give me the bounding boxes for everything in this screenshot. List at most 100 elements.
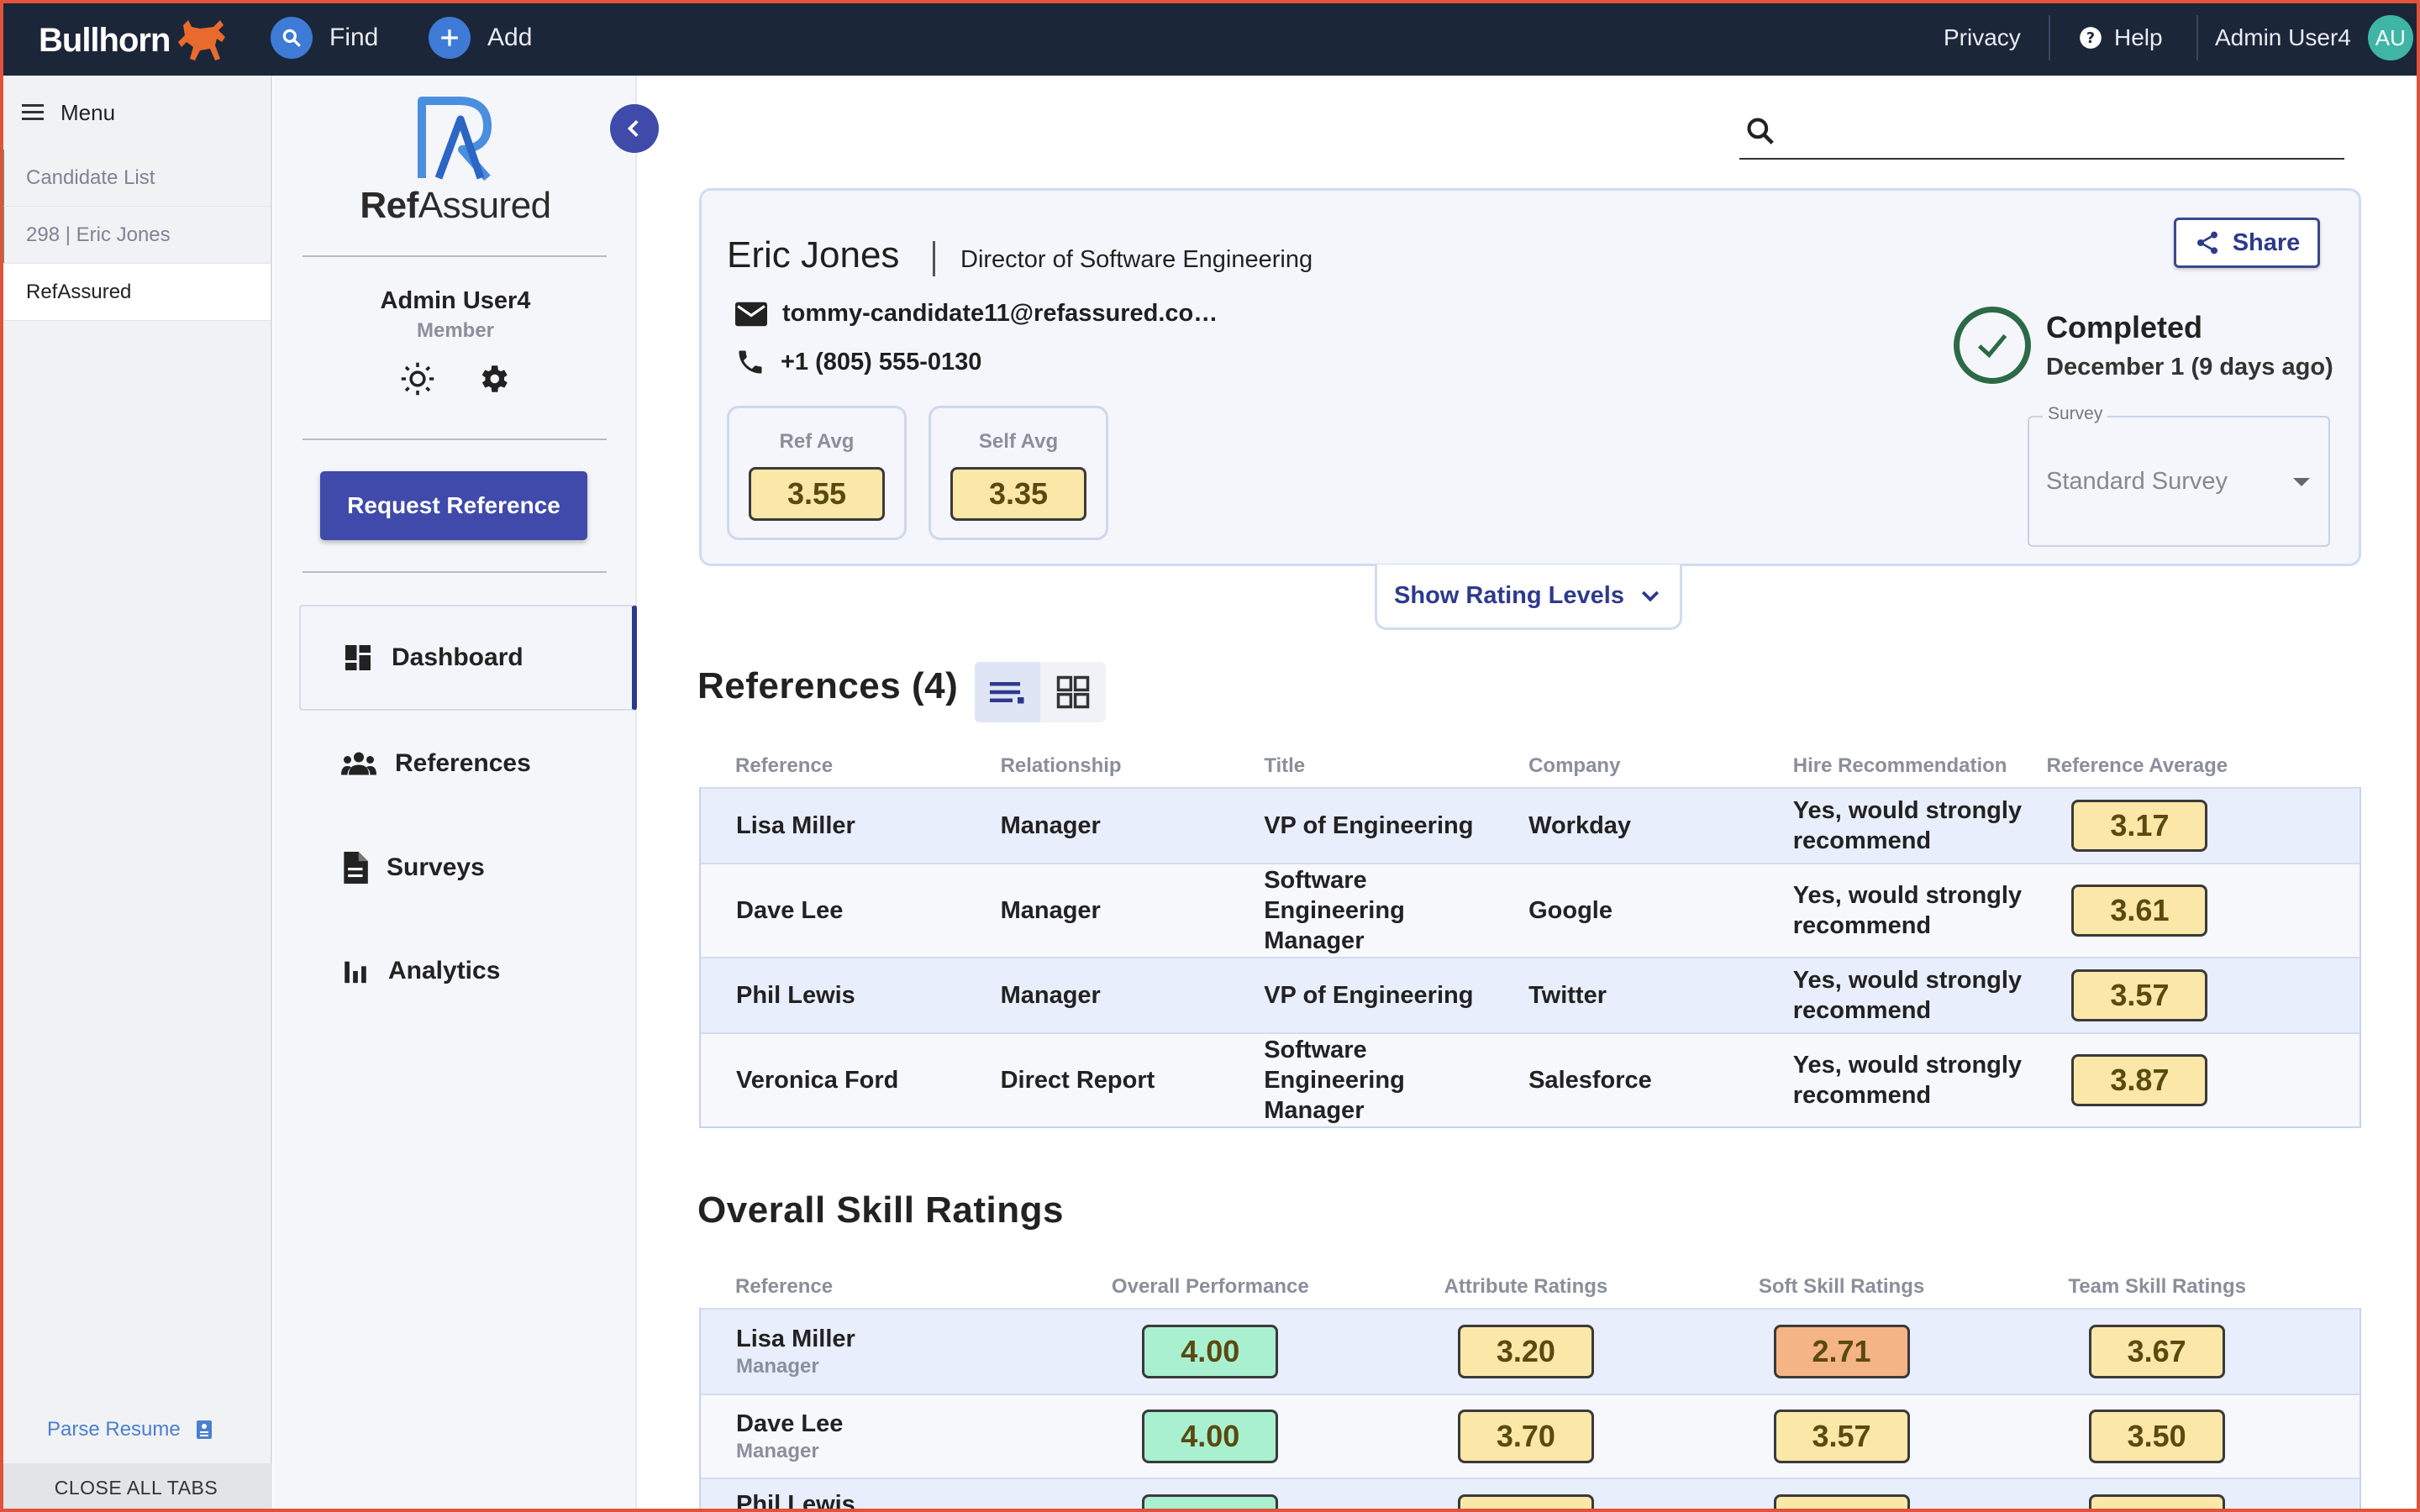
column-header[interactable]: Title (1264, 753, 1306, 777)
table-row[interactable]: Phil Lewis Manager VP of Engineering Twi… (700, 958, 2360, 1033)
bar-chart-icon (345, 961, 366, 984)
reference-title: Software Engineering Manager (1264, 867, 1405, 954)
share-label: Share (2232, 228, 2301, 256)
reference-company: Salesforce (1528, 1067, 1652, 1094)
table-row[interactable]: Veronica Ford Direct Report Software Eng… (700, 1033, 2360, 1127)
reference-name: Lisa Miller (736, 1326, 855, 1352)
gear-icon[interactable] (476, 361, 511, 396)
collapse-sidebar-button[interactable] (610, 104, 659, 153)
survey-select[interactable]: Survey Standard Survey (2028, 404, 2330, 547)
refassured-logo: RefAssured (274, 94, 637, 227)
column-header[interactable]: Reference Average (2046, 753, 2228, 777)
nav-references[interactable]: References (299, 711, 635, 816)
reference-average-score: 3.57 (2071, 969, 2208, 1021)
mail-icon (735, 302, 767, 326)
chevron-down-icon (1641, 591, 1660, 601)
document-icon (344, 852, 368, 884)
reference-relationship: Manager (1000, 897, 1101, 924)
privacy-link[interactable]: Privacy (1944, 24, 2021, 50)
add-label: Add (487, 24, 533, 51)
table-row[interactable]: Dave Lee Manager Software Engineering Ma… (700, 864, 2360, 958)
hamburger-icon (22, 104, 44, 120)
nav-label: Surveys (387, 853, 485, 881)
list-view-button[interactable] (975, 662, 1040, 722)
column-header[interactable]: Relationship (1000, 753, 1122, 777)
soft-skill-score (1773, 1494, 1910, 1509)
column-header[interactable]: Team Skill Ratings (2068, 1274, 2246, 1298)
attribute-rating-score (1457, 1494, 1594, 1509)
divider (302, 571, 607, 573)
reference-relationship: Direct Report (1000, 1067, 1155, 1094)
find-button[interactable]: Find (271, 15, 378, 60)
reference-average-score: 3.17 (2071, 800, 2208, 852)
ref-avg-box: Ref Avg 3.55 (727, 406, 907, 540)
nav-analytics[interactable]: Analytics (299, 918, 635, 1024)
reference-name: Phil Lewis (736, 1491, 855, 1509)
candidate-phone[interactable]: +1 (805) 555-0130 (735, 347, 981, 377)
show-rating-levels-label: Show Rating Levels (1394, 582, 1624, 609)
user-menu[interactable]: Admin User4 AU (2215, 0, 2413, 76)
email-text: tommy-candidate11@refassured.co… (782, 300, 1218, 327)
parse-resume-link[interactable]: Parse Resume (47, 1418, 213, 1441)
reference-name: Phil Lewis (736, 982, 855, 1009)
column-header[interactable]: Soft Skill Ratings (1758, 1274, 1925, 1298)
column-header[interactable]: Overall Performance (1111, 1274, 1309, 1298)
nav-dashboard[interactable]: Dashboard (299, 605, 637, 711)
reference-title: VP of Engineering (1264, 982, 1474, 1009)
grid-view-icon (1056, 675, 1090, 709)
share-button[interactable]: Share (2174, 218, 2320, 268)
team-skill-score (2088, 1494, 2225, 1509)
tab-refassured[interactable]: RefAssured (0, 264, 271, 321)
sun-icon[interactable] (400, 361, 435, 396)
tab-candidate-list[interactable]: Candidate List (0, 150, 271, 207)
user-name: Admin User4 (2215, 24, 2351, 50)
nav-label: Dashboard (392, 643, 523, 671)
divider (302, 255, 607, 257)
overall-performance-score (1142, 1494, 1279, 1509)
caret-down-icon (2293, 478, 2310, 486)
divider (302, 438, 607, 440)
hire-recommendation: Yes, would strongly recommend (1792, 1052, 2023, 1109)
search-icon (1747, 118, 1774, 144)
column-header[interactable]: Attribute Ratings (1444, 1274, 1608, 1298)
column-header[interactable]: Reference (735, 1274, 834, 1298)
show-rating-levels-button[interactable]: Show Rating Levels (1375, 564, 1682, 630)
user-actions (400, 361, 511, 396)
table-row[interactable]: Lisa Miller Manager VP of Engineering Wo… (700, 788, 2360, 864)
svg-text:?: ? (2086, 30, 2095, 47)
bullhorn-logo[interactable]: Bullhorn (39, 17, 232, 64)
table-header: Reference Relationship Title Company Hir… (700, 744, 2360, 788)
skill-ratings-table: Reference Overall Performance Attribute … (699, 1265, 2361, 1509)
table-row[interactable]: Lisa Miller Manager 4.00 3.20 2.71 3.67 (700, 1309, 2360, 1394)
refassured-wordmark: RefAssured (360, 185, 551, 226)
grid-view-button[interactable] (1040, 662, 1106, 722)
reference-name: Lisa Miller (736, 812, 855, 839)
column-header[interactable]: Hire Recommendation (1792, 753, 2007, 777)
phone-text: +1 (805) 555-0130 (781, 348, 982, 375)
menu-toggle[interactable]: Menu (0, 76, 271, 150)
request-reference-button[interactable]: Request Reference (320, 471, 587, 540)
candidate-email[interactable]: tommy-candidate11@refassured.co… (735, 300, 1218, 328)
tab-candidate-record[interactable]: 298 | Eric Jones (0, 207, 271, 264)
help-button[interactable]: ? Help (2079, 0, 2163, 76)
table-row[interactable]: Phil Lewis (700, 1478, 2360, 1509)
nav-surveys[interactable]: Surveys (299, 815, 635, 921)
references-table: Reference Relationship Title Company Hir… (699, 744, 2361, 1128)
table-row[interactable]: Dave Lee Manager 4.00 3.70 3.57 3.50 (700, 1394, 2360, 1478)
add-button[interactable]: Add (429, 15, 532, 60)
avatar: AU (2367, 15, 2413, 60)
hire-recommendation: Yes, would strongly recommend (1792, 882, 2023, 939)
column-header[interactable]: Reference (735, 753, 834, 777)
search-input[interactable] (1739, 104, 2344, 160)
column-header[interactable]: Company (1528, 753, 1621, 777)
close-all-tabs-button[interactable]: CLOSE ALL TABS (0, 1463, 272, 1512)
self-avg-score: 3.35 (950, 467, 1086, 521)
team-skill-score: 3.67 (2088, 1325, 2225, 1378)
candidate-name: Eric Jones (727, 234, 900, 276)
search-icon (271, 17, 313, 59)
reference-relationship: Manager (1000, 982, 1101, 1009)
people-icon (341, 752, 376, 775)
menu-label: Menu (60, 99, 116, 125)
resume-icon (196, 1420, 212, 1439)
bull-icon (178, 20, 226, 60)
